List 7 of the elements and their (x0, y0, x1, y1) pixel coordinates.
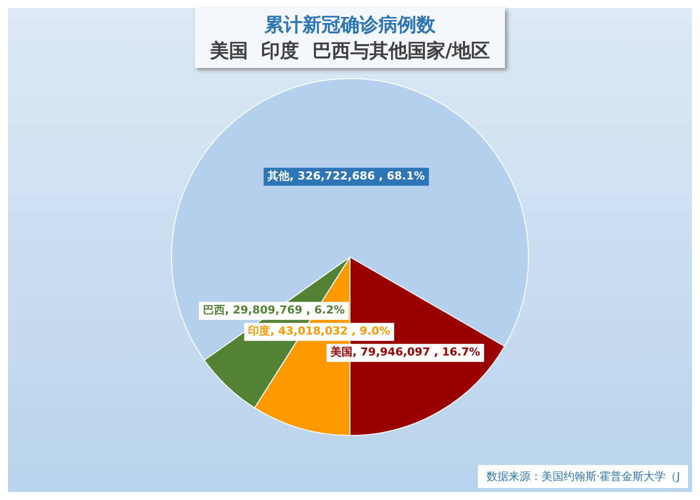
slice-label: 巴西, 29,809,769 , 6.2% (202, 304, 345, 317)
slice-label: 其他, 326,722,686 , 68.1% (266, 170, 425, 183)
slice-label: 印度, 43,018,032 , 9.0% (248, 324, 390, 338)
chart-title: 累计新冠确诊病例数 (264, 13, 436, 38)
slice-label: 美国, 79,946,097 , 16.7% (330, 346, 480, 359)
chart-subtitle: 美国 印度 巴西与其他国家/地区 (208, 39, 492, 64)
source-note: 数据来源：美国约翰斯·霍普金斯大学（J (478, 465, 688, 488)
